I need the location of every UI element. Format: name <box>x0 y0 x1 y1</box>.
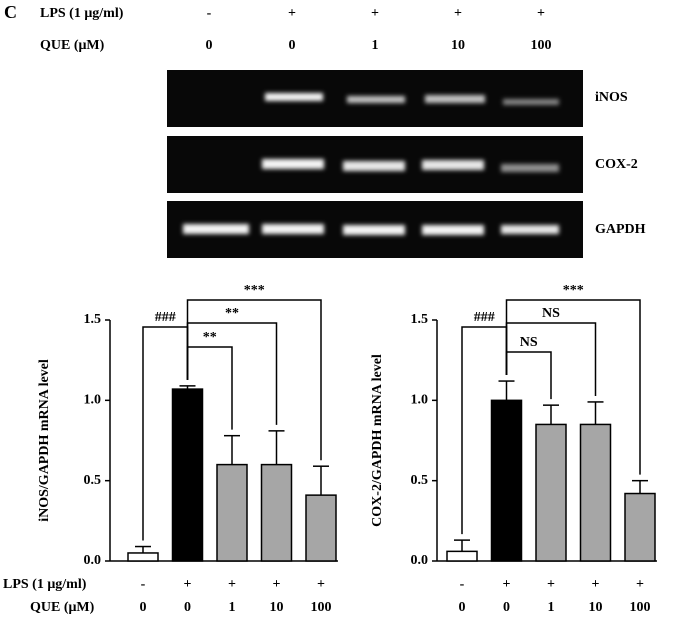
treatment-value: 1 <box>372 38 379 53</box>
gel-label: COX-2 <box>595 157 638 172</box>
x-tick-label: - <box>141 577 146 592</box>
y-axis-label: COX-2/GAPDH mRNA level <box>370 354 385 527</box>
x-row-label: QUE (μM) <box>30 600 95 615</box>
treatment-value: - <box>207 6 212 21</box>
x-tick-label: + <box>547 577 555 592</box>
significance-label: *** <box>244 283 265 298</box>
bar <box>171 388 204 562</box>
band <box>343 161 405 171</box>
y-tick-label: 0.0 <box>411 553 429 568</box>
x-tick-label: + <box>636 577 644 592</box>
significance-bracket <box>186 299 322 461</box>
treatment-value: + <box>288 6 296 21</box>
treatment-value: + <box>454 6 462 21</box>
y-tick-label: 1.0 <box>84 393 102 408</box>
significance-label: *** <box>563 283 584 298</box>
treatment-value: 100 <box>531 38 552 53</box>
gel-label: GAPDH <box>595 222 646 237</box>
bar <box>624 492 656 562</box>
treatment-value: + <box>371 6 379 21</box>
panel-label: C <box>4 2 17 22</box>
significance-label: ** <box>203 330 217 345</box>
x-tick-label: + <box>503 577 511 592</box>
band <box>501 225 559 234</box>
band <box>422 160 484 170</box>
row-label: QUE (μM) <box>40 38 105 53</box>
band <box>501 164 559 172</box>
x-tick-label: + <box>228 577 236 592</box>
significance-label: ### <box>474 310 495 325</box>
x-tick-label: 1 <box>229 600 236 615</box>
significance-bracket <box>505 299 641 475</box>
y-tick-label: 0.5 <box>411 473 429 488</box>
bar <box>446 550 478 562</box>
band <box>425 95 485 103</box>
y-axis-label: iNOS/GAPDH mRNA level <box>37 359 52 522</box>
treatment-value: 0 <box>289 38 296 53</box>
bar <box>216 463 248 562</box>
x-row-label: LPS (1 μg/ml) <box>3 577 87 592</box>
x-tick-label: 100 <box>630 600 651 615</box>
x-tick-label: 10 <box>589 600 603 615</box>
band <box>422 225 484 235</box>
band <box>262 159 324 169</box>
band <box>265 93 323 101</box>
bar <box>490 399 523 562</box>
x-tick-label: 100 <box>311 600 332 615</box>
x-tick-label: 1 <box>548 600 555 615</box>
band <box>503 99 559 105</box>
y-tick-label: 0.5 <box>84 473 102 488</box>
significance-label: NS <box>520 335 538 350</box>
x-tick-label: 0 <box>184 600 191 615</box>
band <box>262 224 324 234</box>
gel <box>167 70 583 258</box>
bar <box>305 494 337 562</box>
significance-label: ### <box>155 310 176 325</box>
gel-label: iNOS <box>595 90 628 105</box>
significance-label: ** <box>225 306 239 321</box>
bar <box>260 463 293 562</box>
y-tick-label: 1.5 <box>84 312 102 327</box>
treatment-value: 10 <box>451 38 465 53</box>
x-tick-label: 0 <box>503 600 510 615</box>
x-tick-label: 0 <box>459 600 466 615</box>
x-tick-label: - <box>460 577 465 592</box>
treatment-value: + <box>537 6 545 21</box>
y-tick-label: 1.5 <box>411 312 429 327</box>
significance-bracket <box>505 351 552 400</box>
x-tick-label: + <box>317 577 325 592</box>
bar <box>535 423 567 562</box>
x-tick-label: + <box>592 577 600 592</box>
x-tick-label: 10 <box>270 600 284 615</box>
significance-label: NS <box>542 306 560 321</box>
treatment-value: 0 <box>206 38 213 53</box>
bar <box>127 552 159 562</box>
x-tick-label: + <box>273 577 281 592</box>
band <box>183 224 249 234</box>
row-label: LPS (1 μg/ml) <box>40 6 124 21</box>
band <box>343 225 405 235</box>
y-tick-label: 1.0 <box>411 393 429 408</box>
x-tick-label: 0 <box>140 600 147 615</box>
band <box>347 96 405 103</box>
bar <box>579 423 612 562</box>
x-tick-label: + <box>184 577 192 592</box>
y-tick-label: 0.0 <box>84 553 102 568</box>
